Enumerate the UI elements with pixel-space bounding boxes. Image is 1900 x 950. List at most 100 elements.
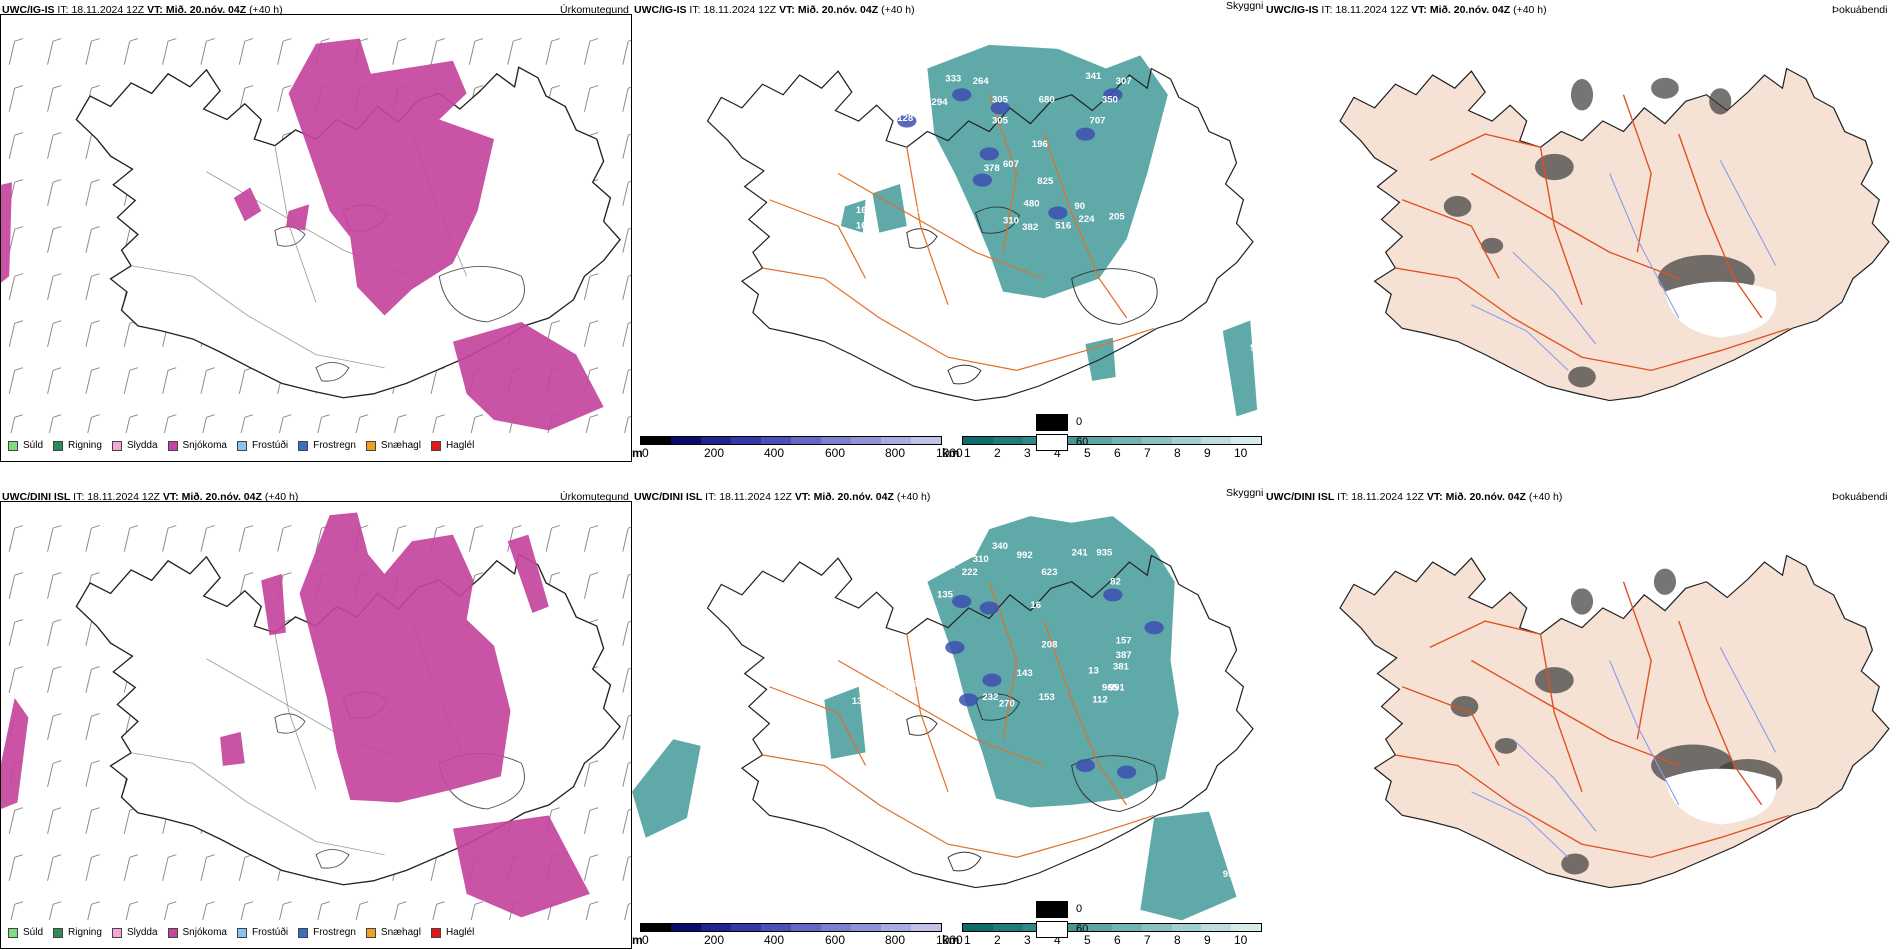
- wind-barb-icon: [355, 414, 369, 433]
- road-line: [762, 754, 1155, 858]
- wind-barb-icon: [432, 414, 445, 433]
- road-line: [837, 659, 1045, 767]
- visibility-value-label: 516: [1055, 220, 1071, 231]
- wind-barb-icon: [47, 273, 62, 300]
- legend-swatch: [167, 927, 178, 938]
- fog-panel-title: Þokuábendi: [1832, 4, 1888, 16]
- colorbar-tick-label: 800: [885, 446, 906, 460]
- wind-barb-icon: [125, 414, 139, 433]
- wind-barb-icon: [583, 572, 599, 599]
- fog-area: [1443, 195, 1472, 217]
- visibility-value-label: 168: [856, 220, 872, 231]
- visibility-value-label: 153: [1039, 691, 1055, 702]
- colorbar-tick-label: 5: [1084, 933, 1091, 947]
- road-line: [837, 172, 1045, 280]
- fog-area: [1534, 667, 1574, 694]
- wind-barb-icon: [277, 85, 292, 112]
- precip-legend-item: Frostregn: [298, 927, 356, 938]
- colorbar-tick-label: 800: [885, 933, 906, 947]
- wind-barb-icon: [622, 274, 631, 300]
- wind-barb-icon: [583, 525, 599, 552]
- precip-legend-item: Frostúði: [236, 927, 289, 938]
- wind-barb-icon: [392, 38, 407, 65]
- wind-barb-icon: [622, 526, 631, 552]
- colorbar-tick-label: 8: [1174, 933, 1181, 947]
- low-cloud-base-patch: [1116, 765, 1137, 779]
- visibility-value-label: 21: [900, 348, 911, 359]
- fog-legend-high-label: 0: [1076, 416, 1083, 428]
- wind-barb-icon: [123, 525, 139, 552]
- colorbar-tick-label: 3: [1024, 446, 1031, 460]
- legend-swatch: [365, 927, 376, 938]
- visibility-value-label: 208: [1041, 639, 1057, 650]
- colorbar-tick-label: 3: [1024, 933, 1031, 947]
- river-line: [1719, 647, 1777, 753]
- wind-barb-icon: [162, 854, 177, 881]
- panel-header: UWC/DINI ISL IT: 18.11.2024 12Z VT: Mið.…: [1266, 491, 1563, 503]
- wind-barb-icon: [47, 572, 62, 599]
- visibility-value-label: 143: [1017, 667, 1033, 678]
- road-line: [131, 752, 385, 856]
- snowfall-area: [288, 38, 495, 316]
- legend-swatch: [167, 440, 178, 451]
- river-line: [1471, 304, 1569, 371]
- legend-label: Rigning: [68, 440, 102, 451]
- wind-barb-icon: [162, 38, 177, 65]
- road-line: [1429, 620, 1541, 648]
- fog-area: [1653, 568, 1677, 595]
- glacier-outline: [947, 364, 982, 385]
- precip-legend-item: Snjókoma: [167, 927, 227, 938]
- wind-barb-icon: [8, 619, 24, 646]
- fog-legend-low-label: 60: [1076, 923, 1089, 935]
- glacier-outline: [1071, 755, 1158, 812]
- snowfall-area: [233, 187, 262, 222]
- snowfall-area: [452, 815, 590, 918]
- wind-barb-icon: [507, 525, 522, 552]
- legend-label: Snæhagl: [380, 927, 421, 938]
- colorbar-tick-label: 2: [994, 446, 1001, 460]
- visibility-value-label: 222: [962, 566, 978, 577]
- glacier-outline: [906, 715, 938, 736]
- wind-barb-icon: [200, 525, 215, 552]
- visibility-value-label: 340: [992, 540, 1008, 551]
- wind-barb-icon: [85, 525, 100, 552]
- wind-barb-icon: [47, 525, 62, 552]
- wind-barb-icon: [355, 901, 369, 920]
- visibility-value-label: 264: [973, 75, 990, 86]
- legend-label: Súld: [23, 927, 44, 938]
- wind-barb-icon: [622, 368, 631, 394]
- legend-swatch: [430, 927, 441, 938]
- visibility-value-label: 997: [1223, 868, 1239, 879]
- visibility-value-label: 480: [1024, 198, 1040, 209]
- fog-legend: 0 60: [1036, 901, 1106, 947]
- legend-label: Slydda: [126, 927, 158, 938]
- legend-label: Snjókoma: [182, 440, 227, 451]
- wind-barb-icon: [123, 38, 139, 65]
- fog-legend-swatch-high: [1036, 901, 1068, 918]
- cloud-base-unit: m: [632, 933, 643, 947]
- legend-swatch: [8, 440, 18, 451]
- colorbar-tick-label: 4: [1054, 933, 1061, 947]
- wind-barb-icon: [430, 38, 445, 65]
- glacier-outline: [315, 362, 350, 382]
- legend-label: Frostúði: [251, 927, 289, 938]
- colorbar-tick-label: 6: [1114, 446, 1121, 460]
- wind-barb-icon: [85, 273, 100, 300]
- legend-label: Haglél: [445, 927, 475, 938]
- road-line: [1395, 754, 1790, 859]
- legend-swatch: [430, 440, 441, 451]
- iceland-landmass: [1339, 554, 1890, 889]
- road-line: [1622, 94, 1652, 253]
- precip-type-map: [1, 38, 631, 433]
- wind-barb-icon: [47, 760, 62, 787]
- visibility-panel-title: Skyggni: [1226, 0, 1264, 12]
- fog-area: [1561, 853, 1589, 875]
- visibility-value-label: 294: [932, 96, 949, 107]
- snowfall-area: [299, 512, 511, 803]
- legend-label: Snjókoma: [182, 927, 227, 938]
- precip-legend-item: Haglél: [430, 927, 475, 938]
- low-cloud-base-patch: [982, 673, 1002, 687]
- legend-label: Súld: [23, 440, 44, 451]
- wind-barb-icon: [583, 320, 599, 347]
